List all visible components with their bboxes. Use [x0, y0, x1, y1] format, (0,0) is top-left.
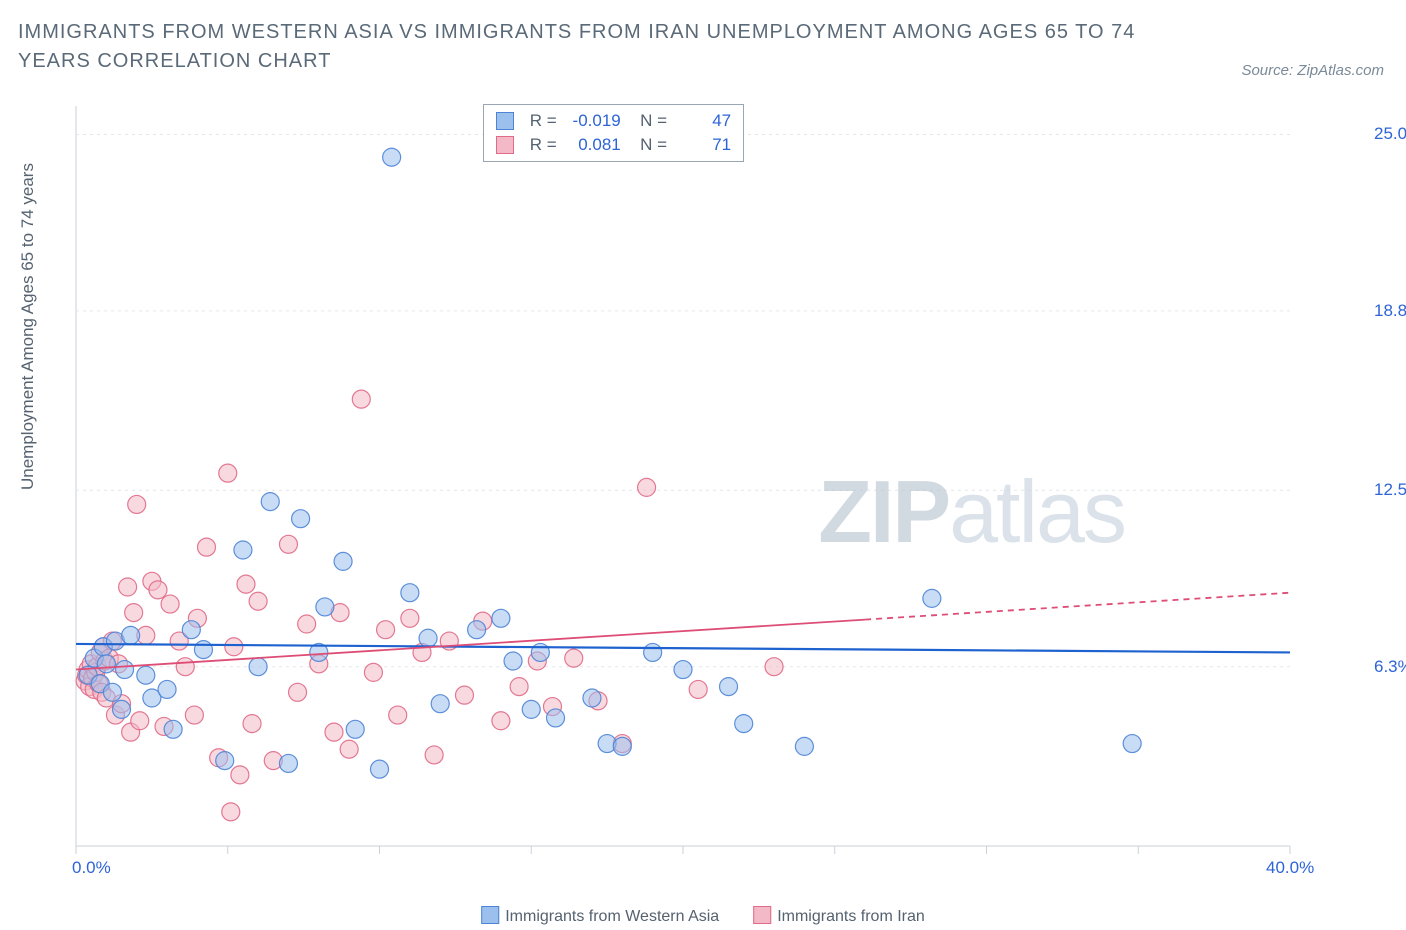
x-tick-min: 0.0% — [72, 858, 111, 878]
stat-legend: R = -0.019 N = 47 R = 0.081 N = 71 — [483, 104, 744, 162]
legend-swatch-a — [481, 906, 499, 924]
scatter-plot: ZIPatlas R = -0.019 N = 47 R = 0.081 N =… — [70, 102, 1360, 882]
x-tick-max: 40.0% — [1266, 858, 1314, 878]
y-tick-label: 18.8% — [1362, 301, 1406, 321]
stat-row-series-a: R = -0.019 N = 47 — [496, 111, 731, 131]
legend-item-b: Immigrants from Iran — [753, 906, 925, 926]
stat-label-n: N = — [631, 135, 667, 155]
swatch-series-a — [496, 112, 514, 130]
stat-label-r: R = — [530, 135, 557, 155]
stat-label-n: N = — [631, 111, 667, 131]
stat-row-series-b: R = 0.081 N = 71 — [496, 135, 731, 155]
y-tick-label: 12.5% — [1362, 480, 1406, 500]
source-label: Source: ZipAtlas.com — [1241, 62, 1384, 79]
chart-title: IMMIGRANTS FROM WESTERN ASIA VS IMMIGRAN… — [18, 18, 1186, 76]
y-tick-label: 25.0% — [1362, 124, 1406, 144]
y-axis-label: Unemployment Among Ages 65 to 74 years — [18, 163, 38, 490]
stat-n-series-a: 47 — [677, 111, 731, 131]
swatch-series-b — [496, 136, 514, 154]
stat-r-series-b: 0.081 — [567, 135, 621, 155]
legend-item-a: Immigrants from Western Asia — [481, 906, 719, 926]
stat-n-series-b: 71 — [677, 135, 731, 155]
bottom-legend: Immigrants from Western Asia Immigrants … — [481, 906, 925, 926]
legend-label-a: Immigrants from Western Asia — [505, 908, 719, 925]
stat-r-series-a: -0.019 — [567, 111, 621, 131]
legend-swatch-b — [753, 906, 771, 924]
legend-label-b: Immigrants from Iran — [777, 908, 925, 925]
y-tick-label: 6.3% — [1362, 657, 1406, 677]
plot-svg — [70, 102, 1360, 882]
stat-label-r: R = — [530, 111, 557, 131]
